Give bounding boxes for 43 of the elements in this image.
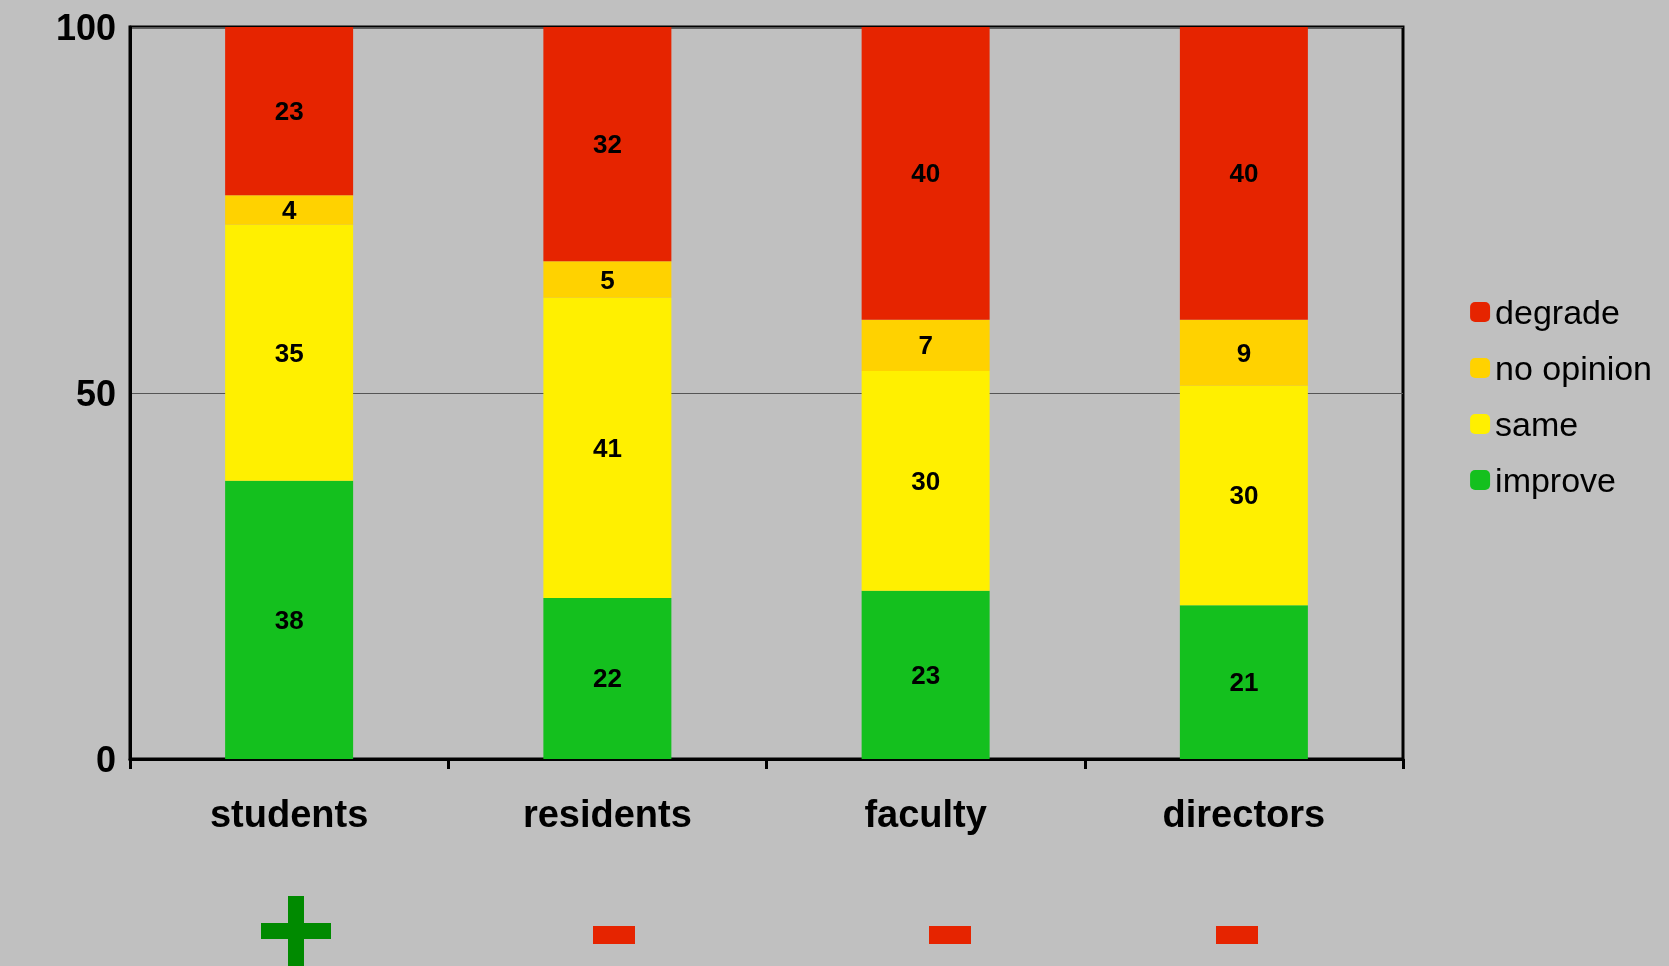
data-label: 35 bbox=[274, 337, 304, 368]
data-label: 23 bbox=[911, 659, 941, 690]
data-label: 4 bbox=[281, 195, 297, 225]
legend-label: improve bbox=[1495, 461, 1617, 499]
bar bbox=[1179, 319, 1308, 386]
x-tick-label: students bbox=[209, 793, 369, 835]
legend-label: no opinion bbox=[1495, 349, 1652, 387]
data-label: 40 bbox=[911, 158, 941, 189]
bar bbox=[1179, 385, 1308, 606]
bar bbox=[543, 297, 672, 598]
y-tick-label: 50 bbox=[75, 372, 116, 414]
legend-label: degrade bbox=[1495, 293, 1620, 331]
bar bbox=[225, 224, 354, 481]
data-label: 30 bbox=[1229, 480, 1259, 511]
bar bbox=[861, 27, 990, 320]
data-label: 9 bbox=[1236, 337, 1252, 368]
y-tick-label: 100 bbox=[55, 6, 116, 48]
x-tick-label: faculty bbox=[864, 793, 987, 835]
data-label: 5 bbox=[600, 264, 615, 295]
bar bbox=[543, 261, 672, 298]
x-tick-label: residents bbox=[522, 793, 692, 835]
data-label: 32 bbox=[592, 129, 622, 160]
x-tick-label: directors bbox=[1162, 793, 1326, 835]
data-label: 23 bbox=[274, 96, 304, 127]
bar bbox=[1179, 605, 1308, 759]
bar bbox=[225, 480, 354, 759]
data-label: 41 bbox=[592, 432, 622, 463]
bar bbox=[1179, 27, 1308, 320]
data-label: 30 bbox=[911, 465, 941, 496]
bar bbox=[861, 371, 990, 591]
bar bbox=[225, 195, 354, 225]
bar bbox=[543, 27, 672, 262]
data-label: 22 bbox=[592, 663, 622, 694]
data-label: 7 bbox=[918, 330, 933, 361]
legend-label: same bbox=[1495, 405, 1579, 443]
y-tick-label: 0 bbox=[95, 738, 116, 780]
data-label: 21 bbox=[1229, 667, 1259, 698]
data-label: 38 bbox=[274, 604, 304, 635]
bar bbox=[861, 319, 990, 372]
bar bbox=[543, 597, 672, 759]
data-label: 40 bbox=[1229, 158, 1259, 189]
bar bbox=[225, 27, 354, 196]
bar bbox=[861, 590, 990, 759]
